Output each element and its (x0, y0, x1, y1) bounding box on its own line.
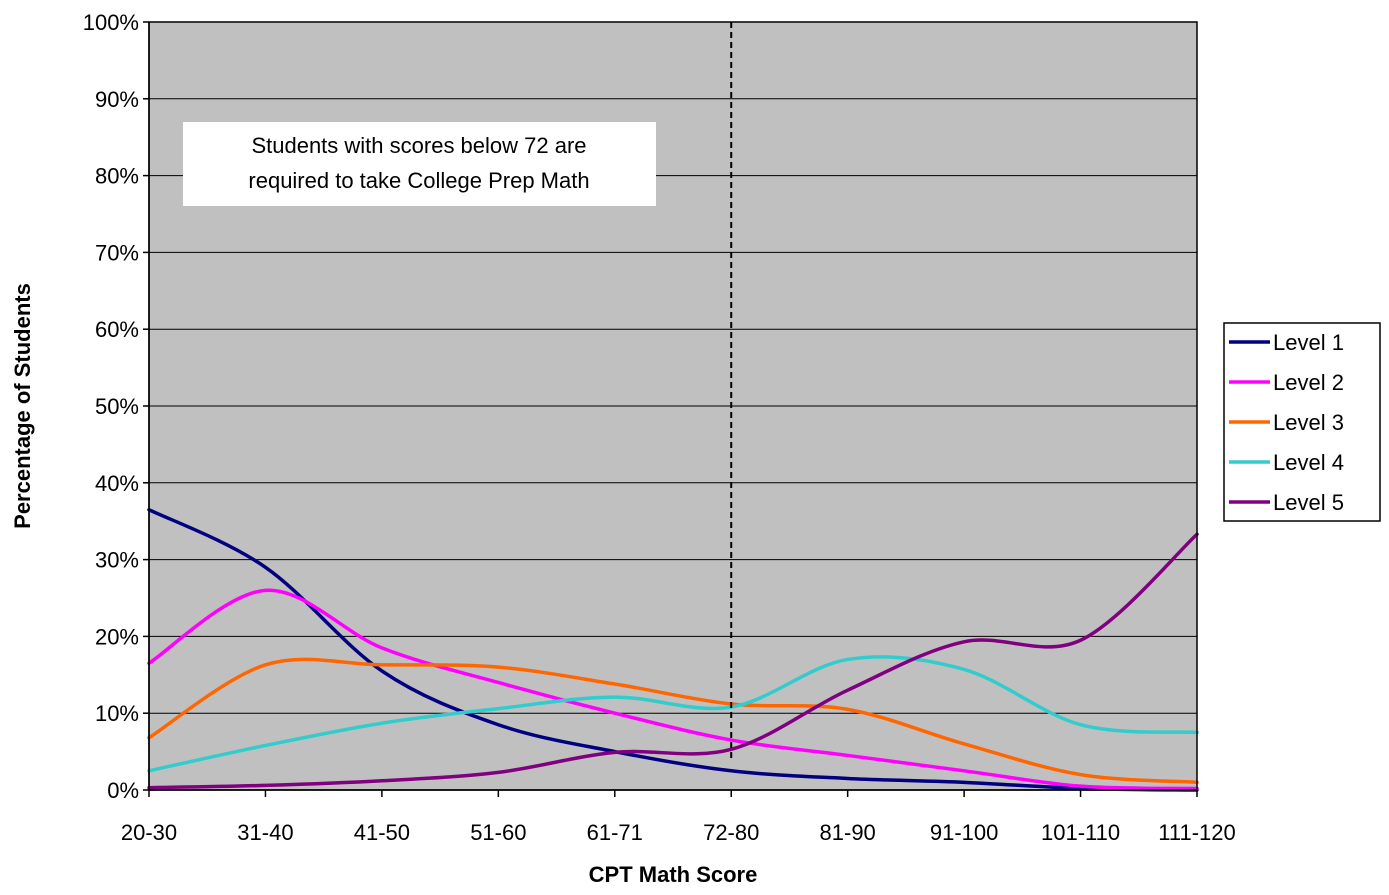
y-tick-label: 60% (95, 317, 139, 342)
series-lines (147, 507, 1199, 792)
y-tick-label: 80% (95, 164, 139, 189)
y-axis-title: Percentage of Students (10, 283, 35, 529)
y-tick-label: 90% (95, 87, 139, 112)
series-line-level-3 (147, 657, 1199, 785)
legend: Level 1 Level 2 Level 3 Level 4 Level 5 (1223, 322, 1381, 522)
legend-label-level-5: Level 5 (1273, 490, 1344, 515)
legend-label-level-4: Level 4 (1273, 450, 1344, 475)
x-axis-title: CPT Math Score (589, 862, 758, 887)
x-tick-label: 20-30 (121, 820, 177, 845)
legend-label-level-3: Level 3 (1273, 410, 1344, 435)
annotation-line-2: required to take College Prep Math (248, 168, 589, 193)
x-axis: 20-30 31-40 41-50 51-60 61-71 72-80 81-90 91-10… (121, 789, 1236, 845)
x-tick-label: 111-120 (1158, 820, 1235, 845)
series-line-level-4 (147, 655, 1199, 773)
y-tick-label: 0% (107, 778, 139, 803)
y-tick-label: 40% (95, 471, 139, 496)
legend-label-level-2: Level 2 (1273, 370, 1344, 395)
y-tick-label: 20% (95, 624, 139, 649)
x-tick-label: 72-80 (703, 820, 759, 845)
y-tick-label: 10% (95, 701, 139, 726)
series-line-level-5 (147, 532, 1199, 790)
x-tick-label: 91-100 (930, 820, 999, 845)
x-tick-label: 81-90 (820, 820, 876, 845)
annotation-background (183, 122, 656, 206)
y-tick-label: 30% (95, 548, 139, 573)
x-tick-label: 61-71 (587, 820, 643, 845)
legend-label-level-1: Level 1 (1273, 330, 1344, 355)
series-line-level-2 (147, 588, 1199, 791)
y-axis: 0% 10% 20% 30% 40% 50% 60% 70% 80% 90% 100% (83, 10, 150, 803)
annotation-box: Students with scores below 72 are requir… (183, 122, 656, 206)
x-tick-label: 51-60 (470, 820, 526, 845)
x-tick-label: 101-110 (1041, 820, 1120, 845)
x-tick-label: 31-40 (237, 820, 293, 845)
series-line-level-1 (147, 507, 1199, 792)
y-tick-label: 100% (83, 10, 139, 35)
y-tick-label: 50% (95, 394, 139, 419)
y-tick-label: 70% (95, 240, 139, 265)
x-tick-label: 41-50 (354, 820, 410, 845)
annotation-line-1: Students with scores below 72 are (251, 133, 586, 158)
